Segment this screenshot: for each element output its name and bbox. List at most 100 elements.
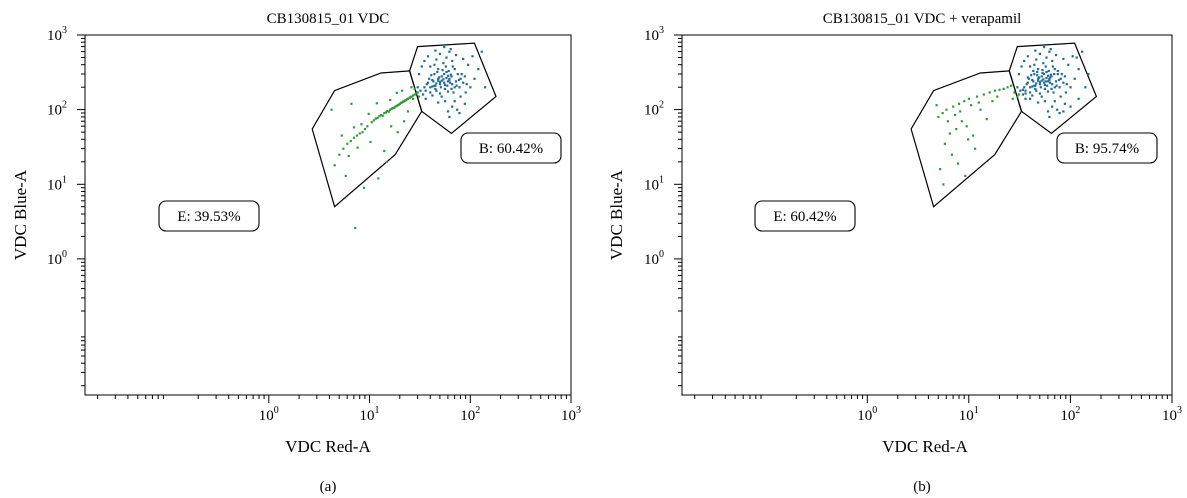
panel-b-point-b [1048,77,1051,80]
panel-a-point-b [446,110,450,113]
panel-b-point-b [1045,56,1048,59]
panel-a-gates [311,42,497,208]
panel-b-point-b [1075,56,1078,59]
panel-a-point-b [443,46,446,49]
panel-a-point-b [459,77,462,80]
panel-b-point-e [935,104,938,107]
panel-a-point-e [376,116,379,119]
panel-b-point-b [1037,77,1040,80]
panel-a-point-e [349,140,352,143]
panel-a-point-b [432,80,435,83]
panel-b-point-b [1024,97,1027,100]
panel-a-point-b [444,65,447,68]
panel-a-point-e [356,146,359,149]
panel-a-point-b [423,86,426,89]
panel-b-point-b [1029,97,1032,100]
panel-a-point-b [443,81,446,84]
panel-a-point-e [415,92,418,95]
panel-b-point-b [1021,88,1024,91]
panel-a-point-e [389,108,392,111]
panel-b-y-tick-label: 103 [644,25,664,44]
panel-a-point-e [360,123,363,126]
panel-a-point-e [377,177,380,180]
panel-a-point-b [464,91,467,94]
panel-b-point-b [1037,101,1040,104]
panel-a-title: CB130815_01 VDC [267,11,390,27]
panel-b-point-b [1062,110,1065,113]
panel-a-point-b [434,49,437,52]
panel-b-point-b [1054,80,1058,83]
panel-b-point-e [970,104,973,107]
panel-a-point-b [451,83,454,86]
panel-a-point-b [429,65,432,68]
panel-a-gate-label-text: B: 60.42% [479,141,543,157]
panel-a-point-b [433,73,436,76]
panel-a-point-b [437,79,440,82]
panel-a-point-b [462,81,465,84]
panel-b-gate-label-text: E: 60.42% [773,209,836,225]
panel-a-point-b [459,95,462,98]
panel-b-point-e [954,113,957,117]
panel-a-point-b [438,52,442,55]
panel-b-point-b [1043,73,1046,76]
panel-a-point-b [450,75,453,78]
panel-a-point-e [386,110,389,113]
panel-b-point-b [1025,83,1028,86]
panel-b-point-b [1051,83,1054,86]
panel-b-y-ticks: 100 101 102 103 [644,25,682,387]
panel-b-point-b [1059,95,1062,98]
panel-a-point-e [394,105,397,108]
panel-b-point-b [1057,78,1061,82]
panel-b-y-axis-label: VDC Blue-A [607,169,626,260]
panel-b-point-b [1053,86,1056,89]
panel-a-point-b [465,83,468,86]
panel-b-point-e [950,153,953,156]
panel-b-point-b [1033,63,1036,66]
panel-b-point-b [1051,65,1054,68]
panel-b-point-b [1049,73,1052,76]
panel-a-point-b [425,83,428,86]
panel-b-point-e [937,115,940,119]
panel-b-point-e [955,128,958,131]
panel-b-label: (b) [913,479,931,495]
panel-a-point-b [477,68,480,71]
panel-a-point-b [449,48,452,51]
panel-b-point-b [1032,69,1035,73]
panel-b-point-b [1026,55,1029,58]
panel-b-point-b [1036,74,1039,77]
panel-a-point-b [480,50,483,53]
panel-a-x-tick-label: 101 [360,405,380,424]
panel-b-point-b [1046,74,1050,77]
panel-a-point-e [391,107,394,110]
panel-b-point-b [1038,92,1041,95]
panel-b-point-b [1037,79,1040,82]
panel-b-point-e [941,112,944,115]
panel-b-point-b [1029,86,1032,89]
panel-b-point-b [1016,86,1019,89]
panel-a-point-b [451,105,454,108]
panel-b-point-b [1020,65,1023,68]
panel-b-point-b [1040,75,1043,78]
panel-a-point-e [355,134,359,137]
panel-a-point-e [366,125,369,128]
panel-b-point-b [1021,93,1024,96]
panel-b-point-b [1071,55,1074,58]
panel-a-point-e [340,134,343,137]
panel-a-point-b [437,68,440,71]
panel-b-point-b [1051,59,1054,63]
panel-a-gate-b [408,42,497,135]
panel-a-point-e [330,108,333,111]
panel-a-point-b [449,81,452,84]
panel-a-point-e [342,147,345,150]
panel-a-point-e [374,117,377,120]
panel-b-point-b [1049,48,1052,51]
panel-b-point-e [1006,86,1009,89]
panel-a-point-b [430,74,433,77]
panel-a-point-b [449,73,452,76]
panel-a-point-e [416,91,419,94]
panel-b-point-b [1077,97,1080,100]
panel-a-point-e [372,119,375,122]
panel-b-point-e [991,100,994,103]
panel-b-point-b [1044,80,1047,83]
panel-a-point-e [338,153,341,156]
